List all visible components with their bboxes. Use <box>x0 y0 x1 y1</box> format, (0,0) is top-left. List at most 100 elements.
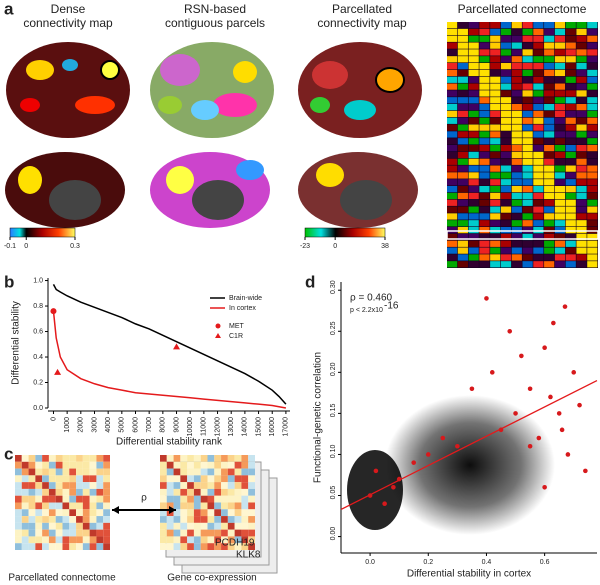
heatmap-cell <box>160 475 167 483</box>
marker-point <box>50 308 57 315</box>
heatmap-cell <box>96 495 104 503</box>
x-tick-label: 14000 <box>242 417 249 437</box>
heatmap-cell <box>82 502 90 510</box>
heatmap-cell <box>576 172 587 179</box>
heatmap-cell <box>214 482 222 489</box>
heatmap-cell <box>28 502 36 510</box>
heatmap-cell <box>576 186 587 193</box>
heatmap-cell <box>468 247 479 254</box>
heatmap-cell <box>227 488 235 496</box>
scatter-point <box>411 460 417 465</box>
heatmap-cell <box>82 543 90 550</box>
heatmap-cell <box>565 192 576 200</box>
heatmap-cell <box>511 179 522 186</box>
heatmap-cell <box>200 509 208 517</box>
fit-line <box>340 379 598 511</box>
heatmap-cell <box>522 145 533 152</box>
heatmap-cell <box>490 227 501 234</box>
heatmap-cell <box>565 49 576 56</box>
heatmap-cell <box>554 49 566 56</box>
heatmap-cell <box>221 475 228 483</box>
heatmap-cell <box>62 475 70 483</box>
scatter-point <box>562 304 568 309</box>
heatmap-cell <box>468 172 479 179</box>
heatmap-cell <box>103 536 110 544</box>
heatmap-cell <box>82 495 90 503</box>
heatmap-cell <box>554 206 566 213</box>
heatmap-cell <box>522 63 533 70</box>
heatmap-cell <box>522 69 533 77</box>
heatmap-cell <box>490 35 501 42</box>
heatmap-cell <box>221 502 228 510</box>
heatmap-cell <box>447 179 458 186</box>
heatmap-cell <box>55 495 63 503</box>
heatmap-cell <box>447 172 458 179</box>
heatmap-cell <box>187 475 194 483</box>
x-tick-label: 16000 <box>269 417 276 437</box>
heatmap-cell <box>565 28 576 36</box>
heatmap-cell <box>457 42 468 49</box>
heatmap-cell <box>587 83 598 90</box>
heatmap-cell <box>554 151 566 159</box>
heatmap-cell <box>447 138 458 145</box>
heatmap-cell <box>187 482 194 489</box>
heatmap-cell <box>187 461 194 469</box>
heatmap-cell <box>544 213 555 220</box>
heatmap-cell <box>587 240 598 247</box>
heatmap-cell <box>500 131 512 138</box>
heatmap-cell <box>500 83 512 90</box>
heatmap-cell <box>248 455 255 462</box>
heatmap-cell <box>248 488 255 496</box>
heatmap-cell <box>241 502 249 510</box>
heatmap-cell <box>15 461 22 469</box>
heatmap-cell <box>96 529 104 537</box>
heatmap-cell <box>468 131 479 138</box>
heatmap-cell <box>28 488 36 496</box>
heatmap-cell <box>166 536 174 544</box>
heatmap-cell <box>479 233 490 241</box>
heatmap-cell <box>490 49 501 56</box>
heatmap-cell <box>576 131 587 138</box>
heatmap-cell <box>103 475 110 483</box>
heatmap-cell <box>587 227 598 234</box>
heatmap-cell <box>200 482 208 489</box>
heatmap-cell <box>511 206 522 213</box>
colorbar-tick-label: 0.3 <box>70 243 80 250</box>
heatmap-cell <box>565 124 576 131</box>
heatmap-cell <box>103 543 110 550</box>
heatmap-cell <box>234 461 242 469</box>
heatmap-cell <box>576 35 587 42</box>
heatmap-cell <box>82 488 90 496</box>
heatmap-cell <box>565 35 576 42</box>
heatmap-cell <box>565 83 576 90</box>
heatmap-cell <box>82 475 90 483</box>
heatmap-cell <box>42 516 49 523</box>
heatmap-cell <box>500 179 512 186</box>
heatmap-cell <box>554 247 566 254</box>
heatmap-cell <box>21 468 29 476</box>
heatmap-cell <box>479 186 490 193</box>
heatmap-cell <box>48 455 56 462</box>
heatmap-cell <box>500 76 512 83</box>
heatmap-cell <box>160 502 167 510</box>
heatmap-cell <box>554 165 566 172</box>
heatmap-cell <box>21 495 29 503</box>
heatmap-cell <box>565 117 576 124</box>
heatmap-cell <box>576 240 587 247</box>
heatmap-cell <box>468 261 479 268</box>
heatmap-cell <box>511 69 522 77</box>
heatmap-cell <box>166 516 174 523</box>
scatter-point <box>551 320 556 326</box>
heatmap-cell <box>89 482 97 489</box>
line-series <box>52 311 287 409</box>
scatter-point <box>519 353 524 359</box>
heatmap-cell <box>82 522 90 530</box>
heatmap-cell <box>180 475 188 483</box>
heatmap-cell <box>187 529 194 537</box>
heatmap-cell <box>468 49 479 56</box>
heatmap-cell <box>468 124 479 131</box>
heatmap-cell <box>248 482 255 489</box>
heatmap-cell <box>15 488 22 496</box>
scatter-point <box>367 493 373 498</box>
heatmap-cell <box>221 536 228 544</box>
